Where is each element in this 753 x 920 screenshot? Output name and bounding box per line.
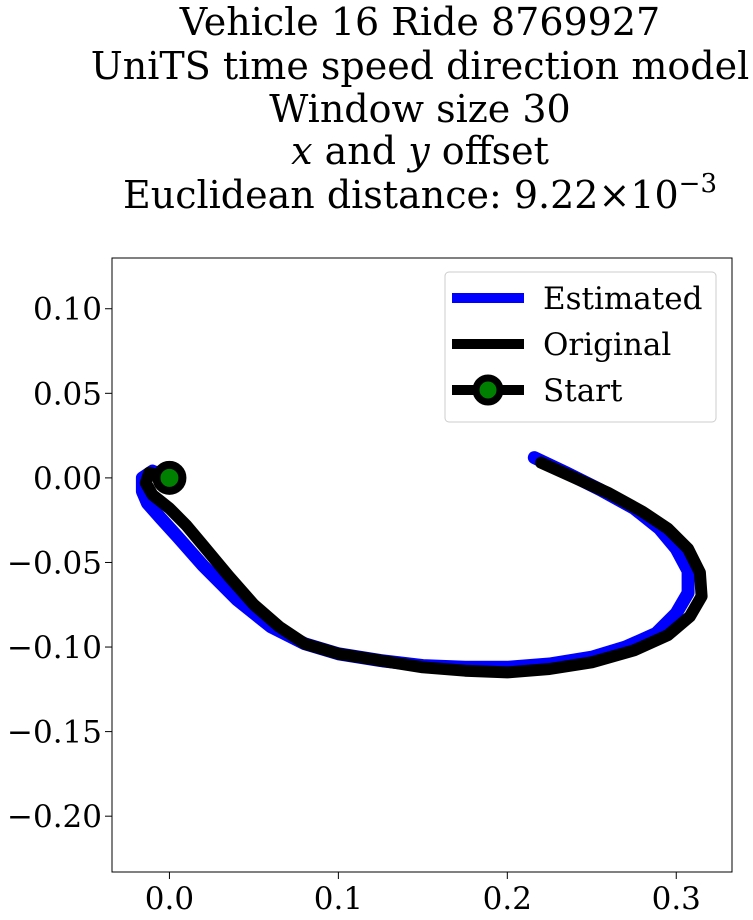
legend-box — [444, 271, 717, 423]
title-and: and — [313, 129, 409, 173]
x-tick-label: 0.0 — [145, 881, 194, 917]
legend: Estimated Original Start — [444, 271, 717, 423]
legend-swatch-start-marker — [472, 374, 504, 406]
title-exponent: −3 — [679, 169, 717, 199]
title-y-var: y — [406, 129, 430, 173]
legend-label-original: Original — [543, 327, 671, 363]
legend-label-start: Start — [543, 373, 623, 409]
title-line-1: Vehicle 16 Ride 8769927 — [179, 0, 660, 44]
y-tick-label: 0.10 — [33, 292, 102, 328]
title-offset-word: offset — [430, 129, 549, 173]
title-line-3: Window size 30 — [269, 87, 570, 131]
title-distance-prefix: Euclidean distance: 9.22 — [123, 173, 598, 217]
x-tick-label: 0.3 — [652, 881, 701, 917]
chart-title: Vehicle 16 Ride 8769927 UniTS time speed… — [91, 0, 750, 217]
y-tick-label: −0.20 — [7, 799, 102, 835]
y-tick-label: −0.15 — [7, 715, 102, 751]
title-base: 10 — [630, 173, 678, 217]
y-tick-label: −0.05 — [7, 545, 102, 581]
title-line-5: Euclidean distance: 9.22×10−3 — [123, 169, 717, 217]
start-marker — [152, 460, 187, 495]
x-tick-label: 0.2 — [483, 881, 532, 917]
axes-frame — [111, 257, 733, 873]
ticks-layer: 0.0 0.1 0.2 0.3 0.10 0.05 0.00 −0.05 −0.10 −0.15 −… — [7, 292, 701, 917]
legend-label-estimated: Estimated — [543, 281, 702, 317]
series-line-original — [139, 456, 708, 679]
x-tick-label: 0.1 — [314, 881, 363, 917]
y-tick-label: −0.10 — [7, 630, 102, 666]
title-line-2: UniTS time speed direction model — [91, 44, 750, 88]
y-tick-label: 0.05 — [33, 376, 102, 412]
y-tick-label: 0.00 — [33, 461, 102, 497]
title-times-sign: × — [598, 173, 630, 217]
title-x-var: x — [291, 129, 312, 173]
title-line-4: x and y offset — [291, 129, 549, 173]
series-layer — [135, 451, 708, 679]
